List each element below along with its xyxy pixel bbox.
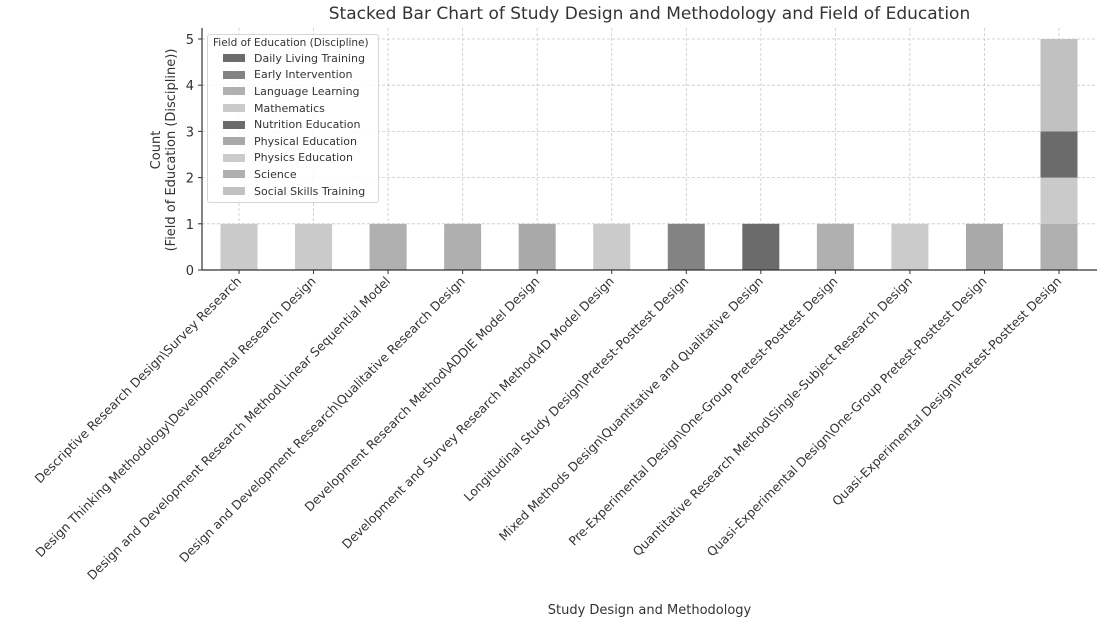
- axes: [201, 28, 1097, 271]
- legend-label: Early Intervention: [254, 68, 353, 82]
- legend-label: Physics Education: [254, 151, 353, 165]
- bar-segment: [891, 223, 929, 270]
- legend-swatch: [223, 120, 245, 129]
- bar-segment: [1040, 177, 1078, 224]
- legend-label: Social Skills Training: [254, 184, 366, 198]
- x-tick-label: Quasi-Experimental Design\One-Group Pret…: [704, 274, 990, 560]
- bar-segment: [742, 223, 780, 270]
- legend-label: Science: [254, 167, 297, 181]
- bar-segment: [667, 223, 705, 270]
- legend-item: Mathematics: [212, 100, 374, 117]
- chart-title: Stacked Bar Chart of Study Design and Me…: [328, 4, 971, 24]
- legend-item: Social Skills Training: [212, 183, 374, 200]
- bar-segment: [1040, 39, 1078, 132]
- y-tick-label: 3: [186, 125, 194, 140]
- x-ticks: Descriptive Research Design\Survey Resea…: [32, 270, 1064, 583]
- legend-swatch: [223, 87, 245, 96]
- legend-item: Nutrition Education: [212, 116, 374, 133]
- legend-swatch: [223, 170, 245, 179]
- y-ticks: 0 1 2 3 4 5: [186, 33, 202, 279]
- bar-segment: [965, 223, 1003, 270]
- legend-swatch: [223, 104, 245, 113]
- legend-label: Nutrition Education: [254, 118, 361, 132]
- legend-item: Early Intervention: [212, 67, 374, 84]
- x-tick-label: Quantitative Research Method\Single-Subj…: [630, 274, 916, 560]
- y-axis-label: Count (Field of Education (Discipline)): [149, 49, 179, 252]
- y-axis-label-line-1: Count: [149, 130, 164, 170]
- y-tick-label: 4: [186, 79, 194, 94]
- legend-swatch: [223, 187, 245, 196]
- bars: [220, 39, 1078, 270]
- legend-swatch: [223, 54, 245, 63]
- legend-item: Language Learning: [212, 83, 374, 100]
- bar-segment: [518, 223, 556, 270]
- legend-swatch: [223, 153, 245, 162]
- x-tick-label: Pre-Experimental Design\One-Group Pretes…: [565, 274, 840, 549]
- y-tick-label: 2: [186, 172, 194, 187]
- x-axis-label: Study Design and Methodology: [547, 603, 752, 618]
- legend-label: Daily Living Training: [254, 51, 365, 65]
- legend-swatch: [223, 70, 245, 79]
- y-tick-label: 5: [186, 33, 194, 48]
- bar-segment: [295, 223, 333, 270]
- y-tick-label: 0: [186, 264, 194, 279]
- x-tick-label: Design Thinking Methodology\Developmenta…: [32, 274, 318, 560]
- bar-segment: [369, 223, 407, 270]
- legend-label: Mathematics: [254, 101, 325, 115]
- legend-swatch: [223, 137, 245, 146]
- legend: Field of Education (Discipline) Daily Li…: [207, 34, 379, 204]
- legend-item: Science: [212, 166, 374, 183]
- bar-segment: [444, 223, 482, 270]
- x-tick-label: Development and Survey Research Method\4…: [339, 274, 617, 552]
- y-tick-label: 1: [186, 218, 194, 233]
- x-tick-label: Mixed Methods Design\Quantitative and Qu…: [496, 274, 766, 544]
- legend-item: Physical Education: [212, 133, 374, 150]
- legend-label: Physical Education: [254, 134, 358, 148]
- x-tick-label: Design and Development Research\Qualitat…: [176, 274, 468, 566]
- legend-item: Daily Living Training: [212, 50, 374, 67]
- bar-segment: [816, 223, 854, 270]
- bar-segment: [593, 223, 631, 270]
- bar-segment: [220, 223, 258, 270]
- bar-segment: [1040, 223, 1078, 270]
- y-axis-label-line-2: (Field of Education (Discipline)): [164, 48, 179, 252]
- bar-segment: [1040, 131, 1078, 178]
- legend-item: Physics Education: [212, 150, 374, 167]
- legend-title: Field of Education (Discipline): [213, 37, 369, 49]
- legend-label: Language Learning: [254, 84, 360, 98]
